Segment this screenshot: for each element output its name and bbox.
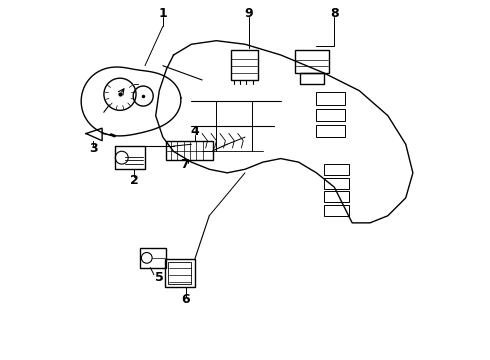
Text: 2: 2 <box>130 174 139 186</box>
Text: 1: 1 <box>158 8 167 21</box>
Text: 8: 8 <box>330 8 339 21</box>
Text: 9: 9 <box>244 8 253 21</box>
Text: 7: 7 <box>180 158 189 171</box>
Text: 5: 5 <box>155 271 164 284</box>
Text: 6: 6 <box>182 293 191 306</box>
Text: 4: 4 <box>191 125 199 138</box>
Text: 3: 3 <box>89 143 98 156</box>
